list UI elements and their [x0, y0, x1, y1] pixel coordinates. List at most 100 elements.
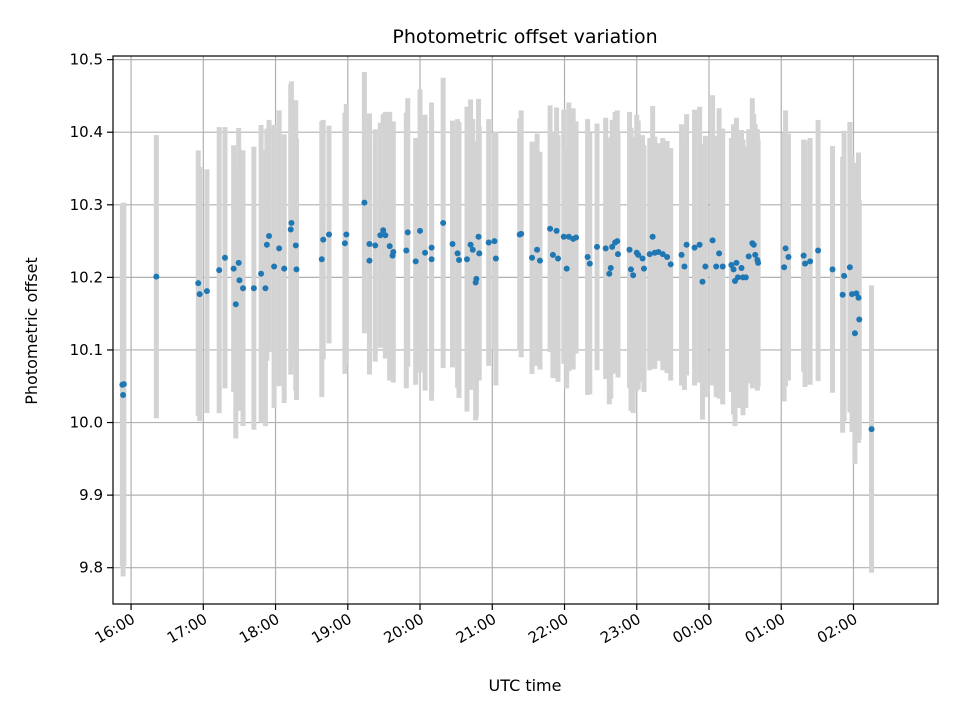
data-point [646, 251, 653, 258]
data-point [366, 240, 373, 247]
data-point [734, 274, 741, 281]
data-point [614, 238, 621, 245]
data-point [276, 245, 283, 252]
data-point [745, 253, 752, 260]
data-point [755, 259, 762, 266]
data-point [263, 241, 270, 248]
data-point [250, 285, 257, 292]
data-point [196, 291, 203, 298]
data-point [120, 391, 127, 398]
data-point [635, 251, 642, 258]
data-point [614, 251, 621, 258]
data-point [380, 227, 387, 234]
y-axis-title: Photometric offset [22, 257, 41, 405]
data-point [609, 243, 616, 250]
y-tick-label: 10.5 [70, 51, 103, 69]
data-point [573, 234, 580, 241]
data-point [417, 227, 424, 234]
data-point [742, 274, 749, 281]
data-point [403, 247, 410, 254]
data-point [422, 249, 429, 256]
data-point [781, 264, 788, 271]
data-point [547, 225, 554, 232]
data-point [518, 230, 525, 237]
data-point [475, 233, 482, 240]
data-point [607, 264, 614, 271]
data-point [606, 270, 613, 277]
y-tick-label: 9.9 [79, 486, 103, 504]
data-point [221, 254, 228, 261]
data-point [730, 266, 737, 273]
data-point [271, 263, 278, 270]
data-point [292, 242, 299, 249]
data-point [586, 260, 593, 267]
y-tick-label: 10.4 [70, 123, 103, 141]
data-point [469, 246, 476, 253]
data-point [752, 251, 759, 258]
data-point [800, 252, 807, 259]
data-point [382, 232, 389, 239]
data-point [320, 236, 327, 243]
data-point [868, 426, 875, 433]
data-point [377, 232, 384, 239]
data-point [733, 259, 740, 266]
data-point [627, 266, 634, 273]
data-point [343, 231, 350, 238]
data-point [709, 237, 716, 244]
data-point [454, 250, 461, 257]
data-point [318, 256, 325, 263]
data-point [262, 285, 269, 292]
data-point [667, 261, 674, 268]
y-tick-label: 10.2 [70, 268, 103, 286]
data-point [216, 267, 223, 274]
data-point [529, 254, 536, 261]
data-point [492, 255, 499, 262]
data-point [281, 265, 288, 272]
data-point [782, 245, 789, 252]
data-point [719, 263, 726, 270]
data-point [153, 273, 160, 280]
data-point [549, 251, 556, 258]
data-point [449, 240, 456, 247]
x-axis-title: UTC time [489, 676, 562, 695]
data-point [240, 285, 247, 292]
data-point [372, 242, 379, 249]
data-point [428, 244, 435, 251]
data-point [855, 294, 862, 301]
data-point [696, 241, 703, 248]
data-point [716, 250, 723, 257]
data-point [683, 241, 690, 248]
data-point [640, 265, 647, 272]
data-point [681, 263, 688, 270]
data-point [807, 258, 814, 265]
data-point [293, 266, 300, 273]
data-point [839, 291, 846, 298]
data-point [829, 266, 836, 273]
data-point [386, 243, 393, 250]
data-point [856, 316, 863, 323]
data-point [232, 301, 239, 308]
data-point [266, 233, 273, 240]
data-point [412, 258, 419, 265]
data-point [463, 256, 470, 263]
data-point [699, 278, 706, 285]
y-tick-label: 10.3 [70, 196, 103, 214]
data-point [555, 255, 562, 262]
data-point [678, 251, 685, 258]
data-point [428, 256, 435, 263]
data-point [341, 240, 348, 247]
data-point [235, 259, 242, 266]
data-point [456, 256, 463, 263]
data-point [440, 219, 447, 226]
data-point [534, 246, 541, 253]
data-point [366, 257, 373, 264]
data-point [750, 241, 757, 248]
y-tick-label: 10.1 [70, 341, 103, 359]
data-point [230, 265, 237, 272]
data-points [119, 199, 875, 433]
data-point [691, 244, 698, 251]
plot-frame [112, 55, 939, 605]
data-point [815, 247, 822, 254]
y-axis: 9.8 9.9 10.0 10.1 10.2 10.3 10.4 10.5 [70, 51, 113, 577]
